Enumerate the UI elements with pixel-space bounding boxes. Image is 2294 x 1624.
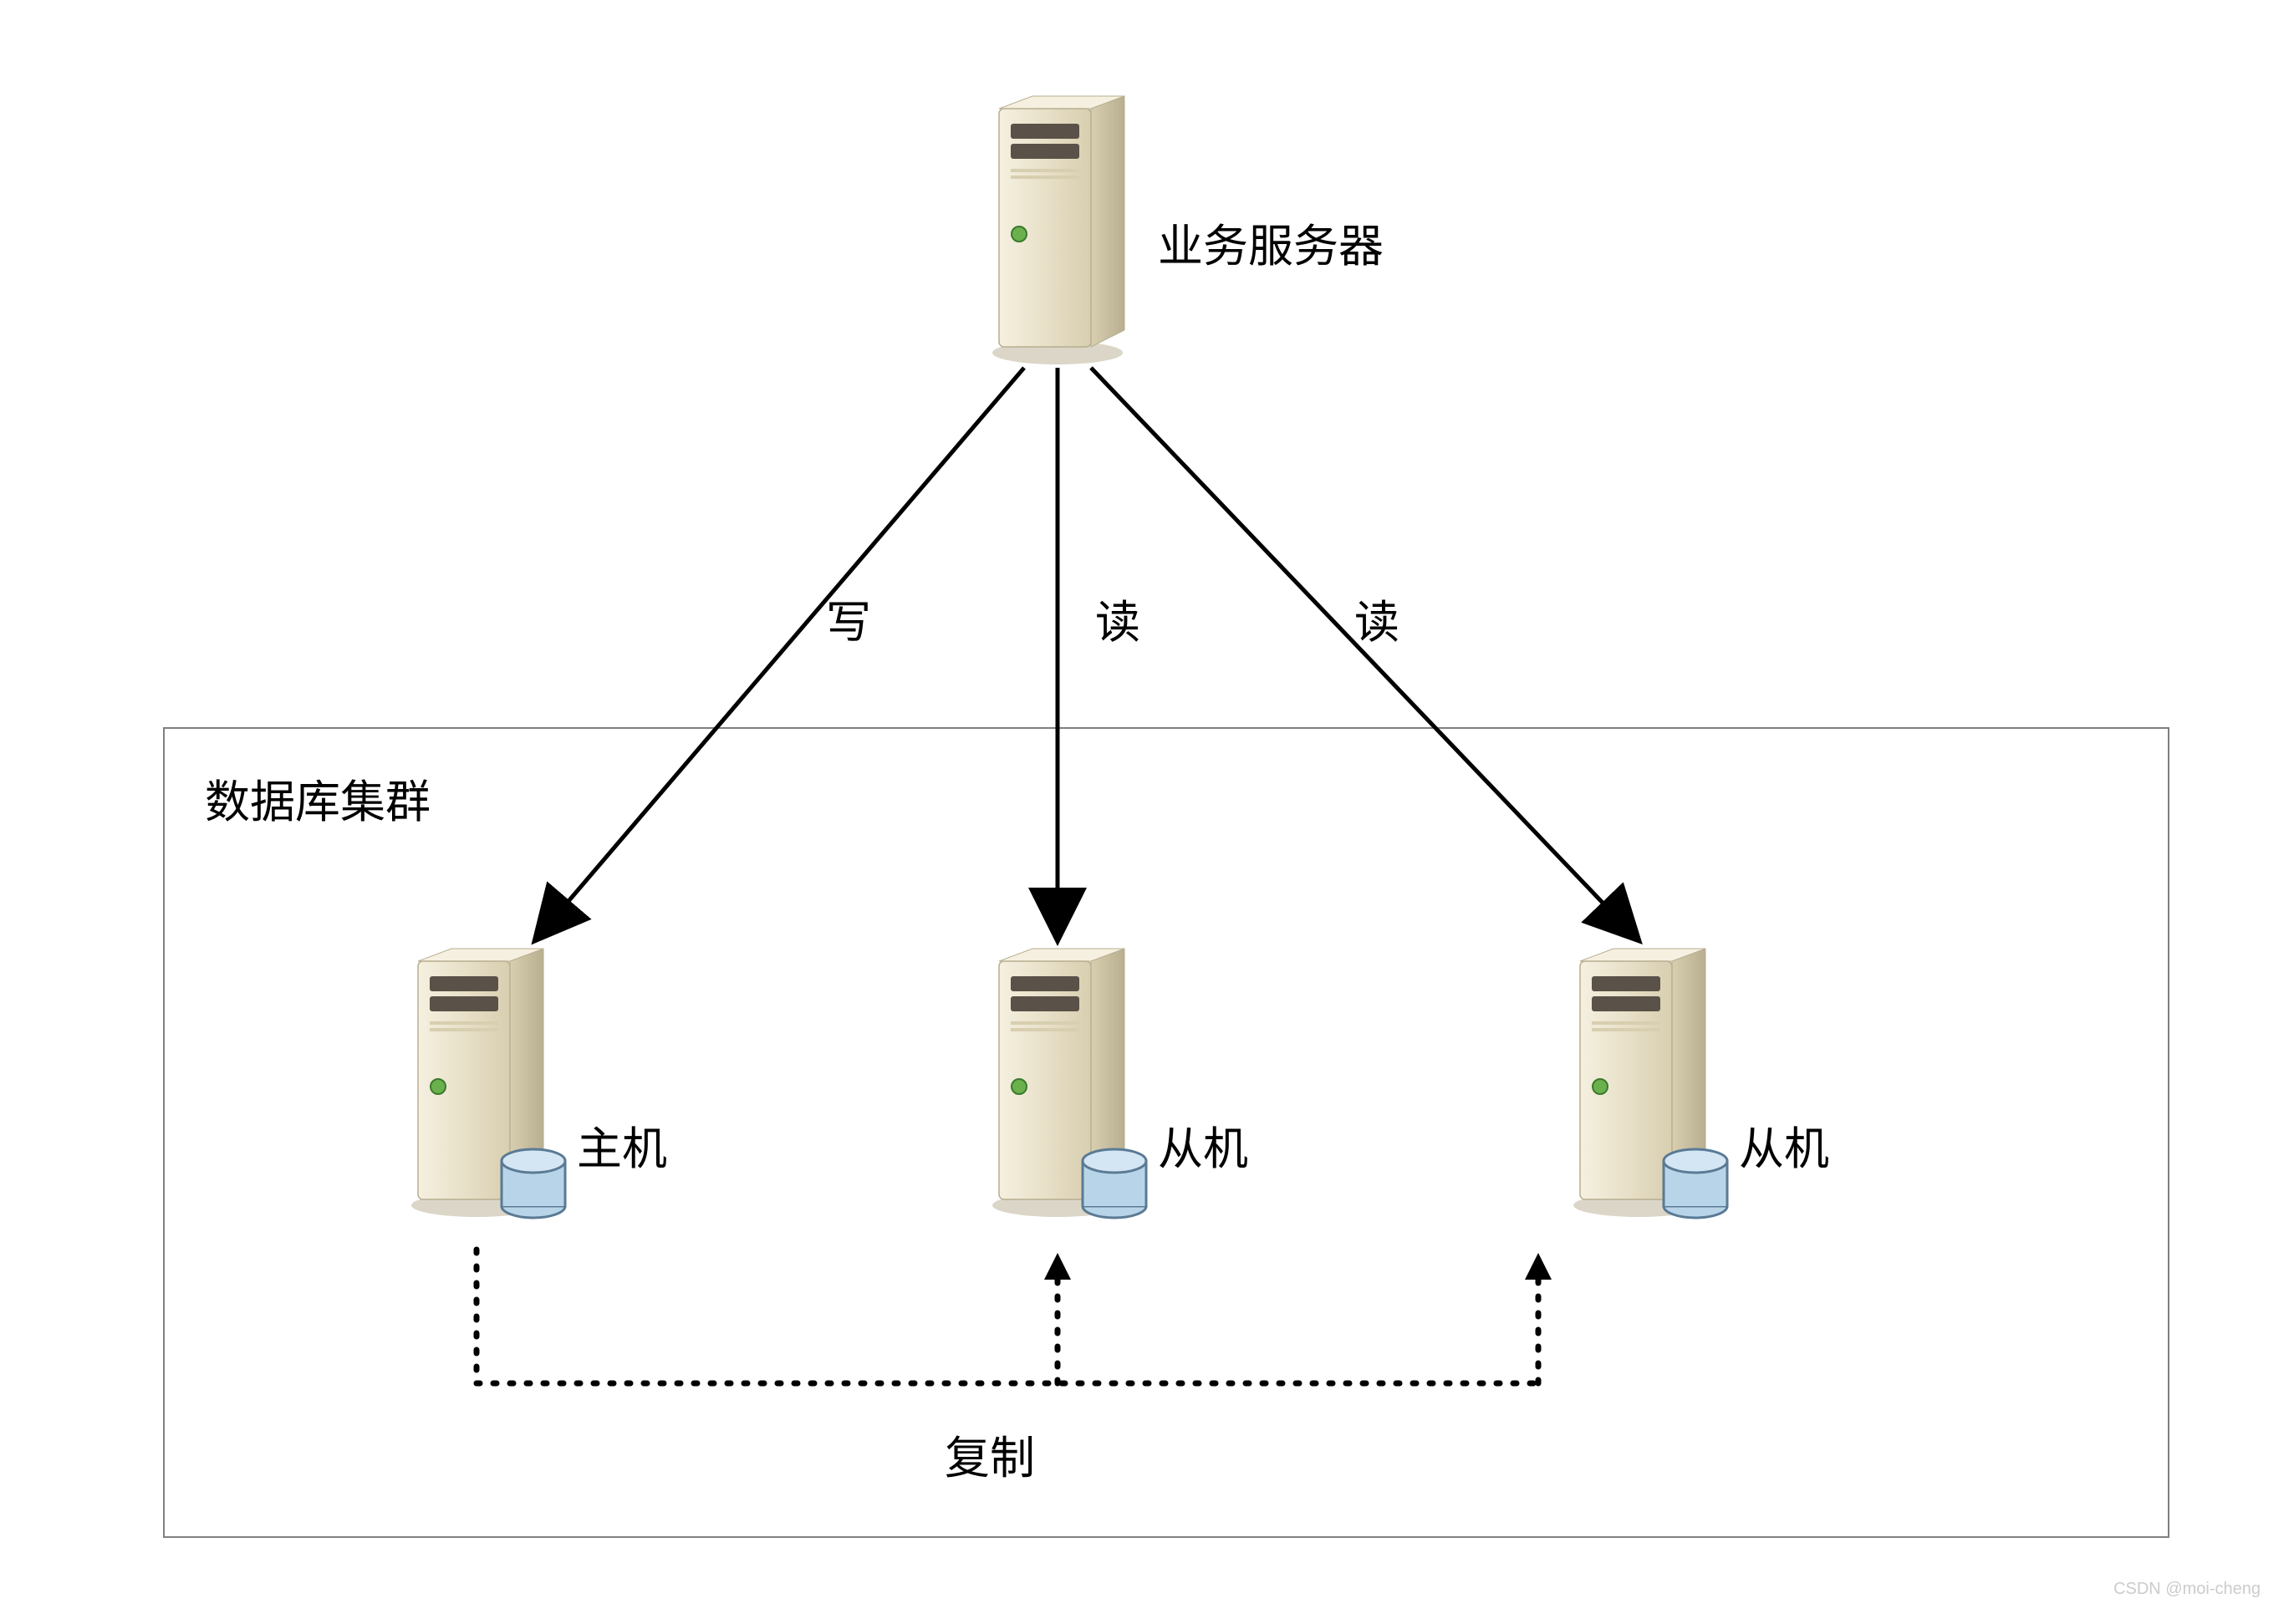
edge-label-写: 写	[826, 585, 871, 651]
server-node-slave1	[982, 944, 1133, 1212]
server-node-slave2	[1563, 944, 1714, 1212]
edge-label-读: 读	[1354, 585, 1399, 651]
node-label-slave2: 从机	[1739, 1112, 1829, 1178]
watermark-text: CSDN @moi-cheng	[2113, 1580, 2261, 1599]
edge-label-读: 读	[1095, 585, 1140, 651]
node-label-slave1: 从机	[1158, 1112, 1248, 1178]
server-node-master	[401, 944, 552, 1212]
edge-label-复制: 复制	[945, 1421, 1035, 1487]
diagram-canvas: 数据库集群	[0, 0, 2294, 1624]
node-label-app: 业务服务器	[1158, 209, 1384, 275]
server-node-app	[982, 92, 1133, 359]
node-label-master: 主机	[577, 1112, 667, 1178]
cluster-title: 数据库集群	[205, 765, 431, 831]
